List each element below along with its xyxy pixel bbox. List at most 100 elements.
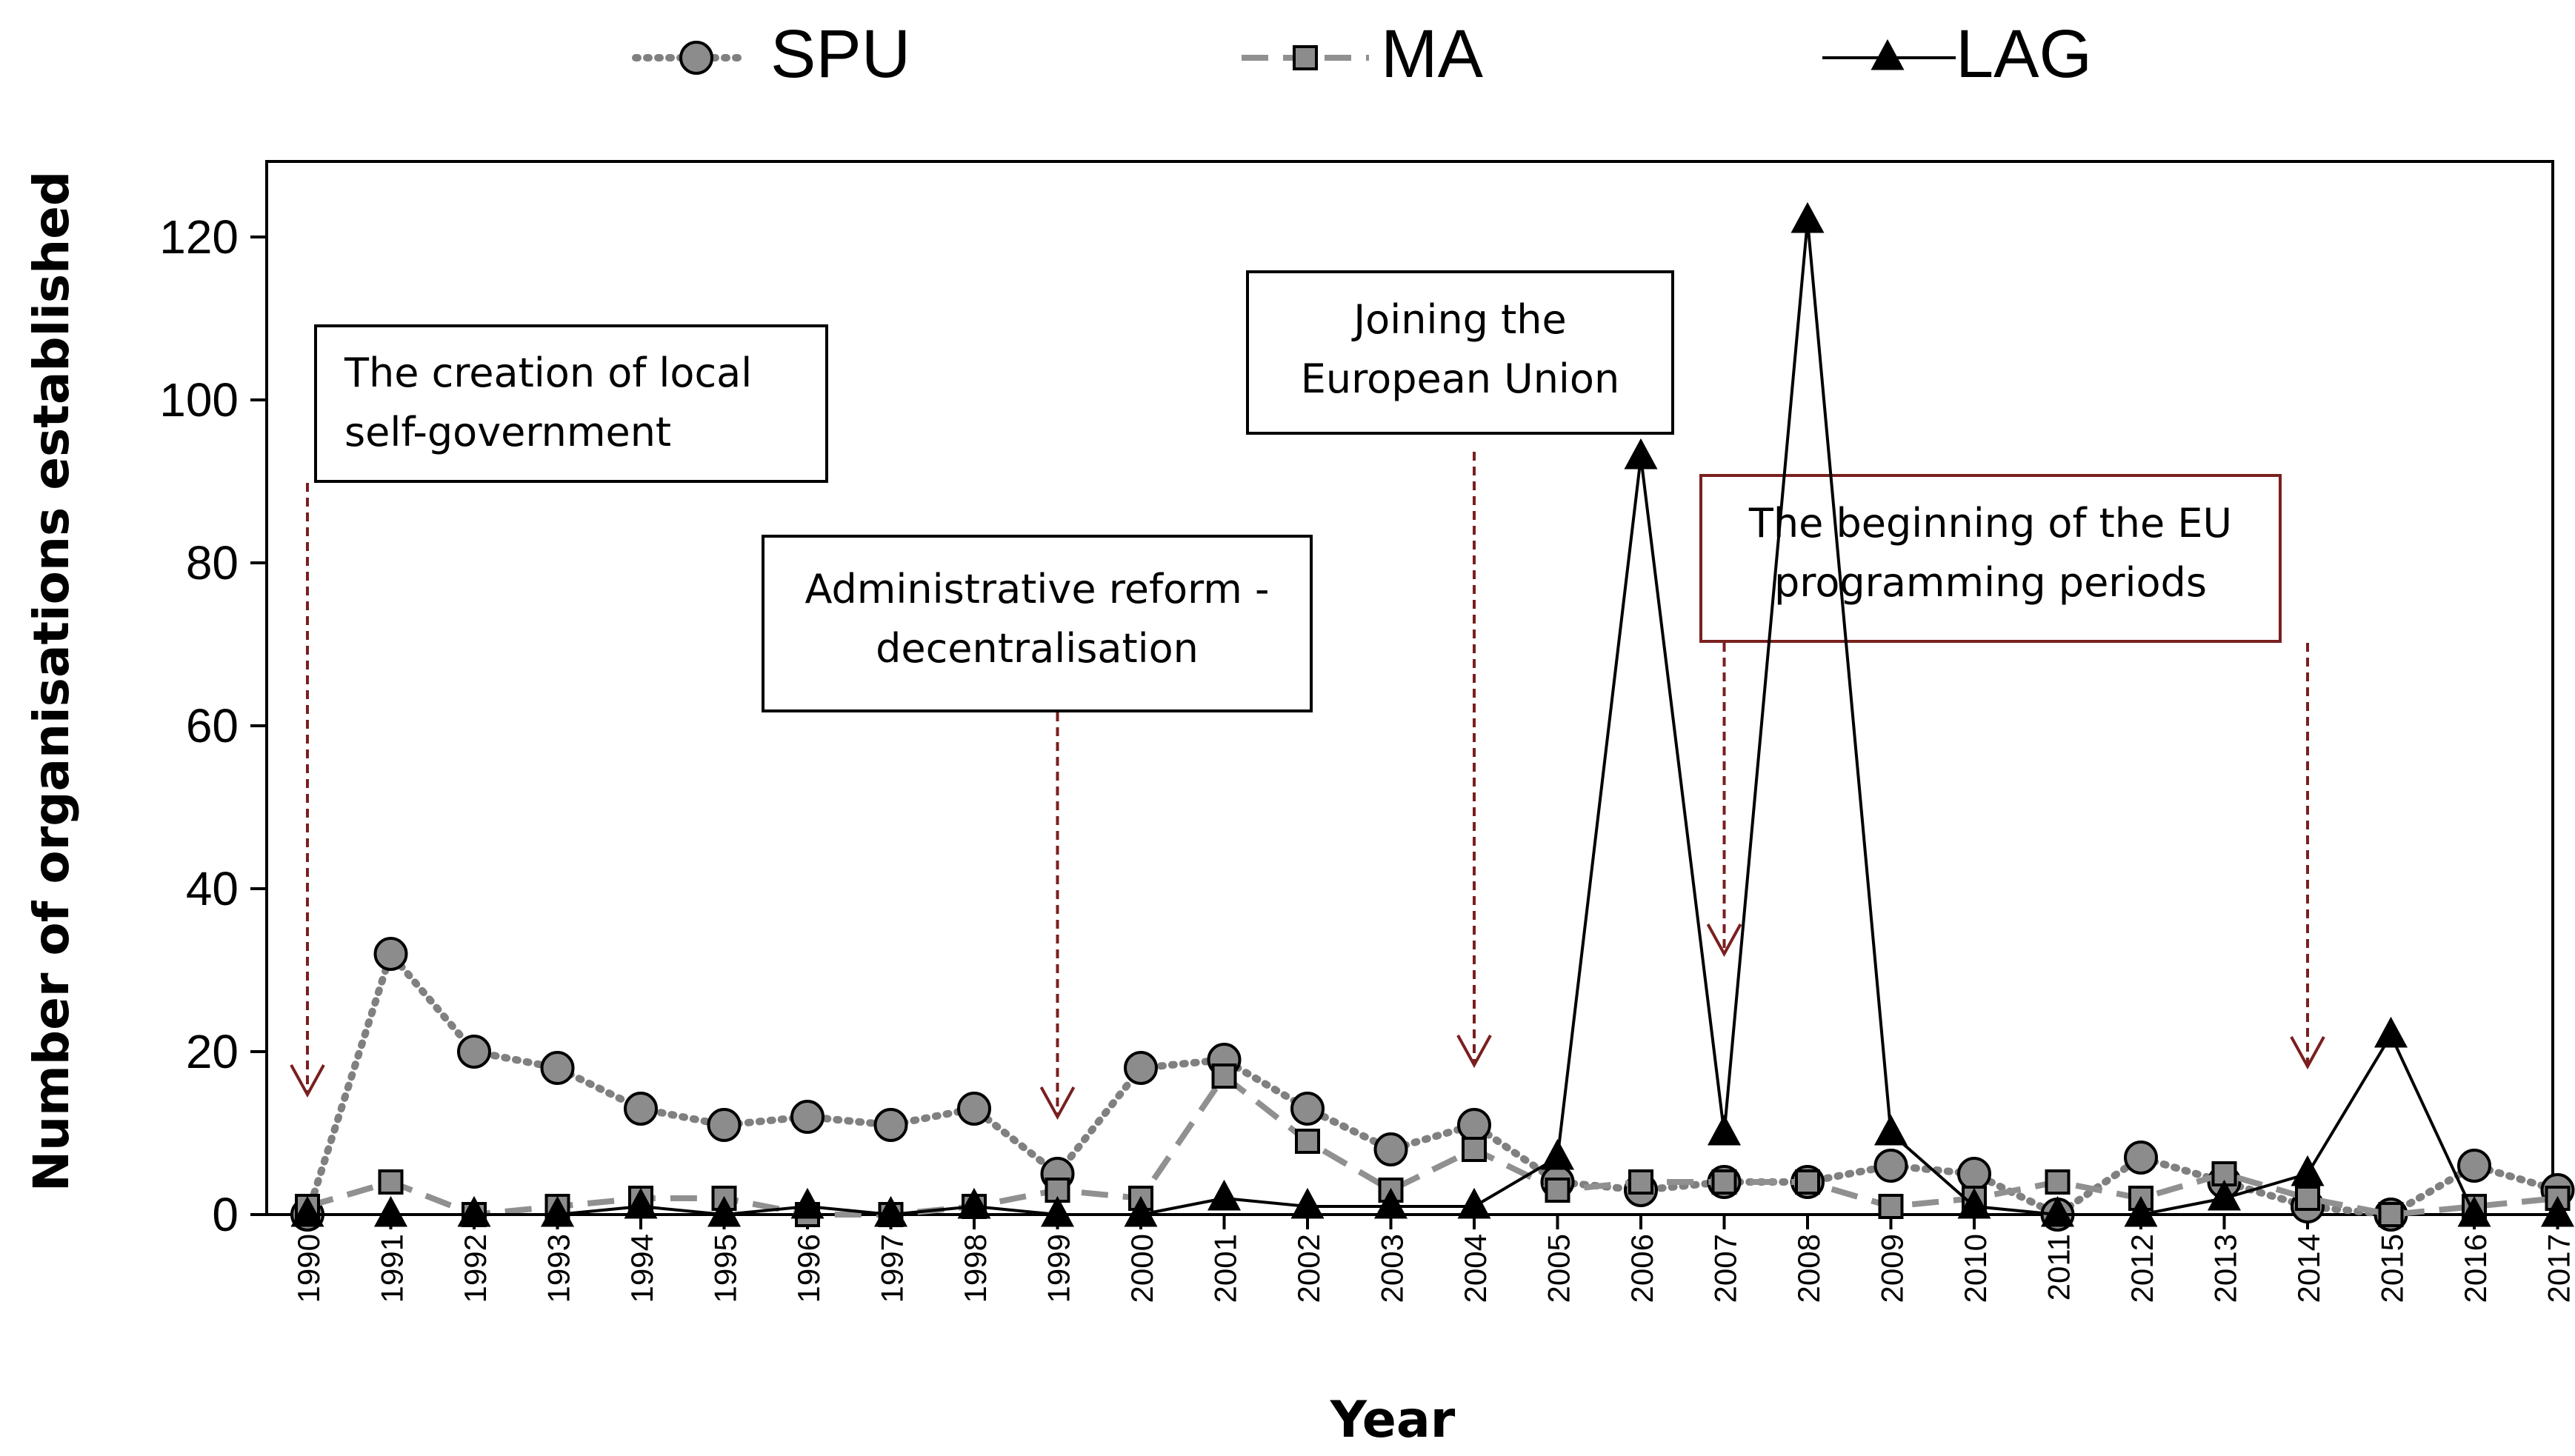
data-point-lag (957, 1187, 991, 1219)
axes: 0 20 40 60 80 100 120 1990 1991 1992 1993 1994 1995 1… (159, 210, 2575, 1303)
legend-label: SPU (770, 16, 910, 92)
data-point-lag (1790, 201, 1825, 233)
legend-label: MA (1381, 16, 1484, 92)
series-layer (290, 201, 2575, 1232)
data-point-lag (624, 1187, 658, 1219)
annotation-text: Administrative reform - (805, 566, 1269, 612)
x-tick-label: 1991 (375, 1234, 410, 1303)
data-point-lag (790, 1187, 825, 1219)
data-point-spu (373, 937, 408, 971)
x-tick-label: 1993 (542, 1234, 576, 1303)
x-tick-label: 2006 (1625, 1234, 1659, 1303)
data-point-lag (1457, 1187, 1491, 1219)
data-point-lag (2540, 1195, 2575, 1227)
data-point-lag (2374, 1016, 2408, 1048)
series-line-spu (304, 950, 2562, 1218)
x-tick-label: 2000 (1125, 1234, 1159, 1303)
x-tick-label: 2003 (1375, 1234, 1410, 1303)
y-tick-label: 40 (186, 862, 239, 915)
x-tick-label: 2011 (2042, 1234, 2076, 1300)
annotation-text: decentralisation (876, 625, 1199, 672)
data-point-lag (1040, 1195, 1075, 1227)
y-tick-label: 100 (159, 373, 239, 427)
annotation-arrowhead (1706, 924, 1742, 958)
data-point-lag (373, 1195, 408, 1227)
annotation-box-joining-eu (1246, 270, 1674, 435)
data-point-lag (2040, 1195, 2075, 1227)
x-tick-label: 2014 (2291, 1234, 2326, 1303)
x-tick-label: 1995 (708, 1234, 743, 1303)
data-point-spu (624, 1092, 658, 1126)
x-tick-label: 2016 (2458, 1234, 2493, 1303)
data-point-ma (1045, 1178, 1070, 1203)
annotation-text: The beginning of the EU (1748, 500, 2232, 547)
data-point-ma (2378, 1202, 2404, 1227)
data-point-ma (378, 1169, 404, 1195)
data-point-spu (790, 1100, 825, 1134)
annotation-box-administrative-reform (762, 535, 1313, 712)
data-point-lag (2207, 1179, 2242, 1211)
y-tick-label: 60 (186, 699, 239, 752)
series-line-lag (307, 219, 2558, 1216)
x-tick-label: 2008 (1791, 1234, 1826, 1303)
legend-item-lag: LAG (1822, 16, 2092, 92)
data-point-lag (2124, 1195, 2158, 1227)
annotation-box-eu-programming (1699, 474, 2282, 643)
x-tick-label: 2009 (1875, 1234, 1910, 1303)
data-point-lag (1873, 1114, 1908, 1146)
y-axis-title: Number of organisations established (23, 171, 80, 1192)
data-point-ma (1628, 1169, 1653, 1195)
annotation-arrowhead (1039, 1086, 1076, 1121)
data-point-ma (2295, 1186, 2320, 1211)
y-tick-label: 0 (212, 1188, 239, 1241)
data-point-spu (2124, 1141, 2158, 1175)
data-point-spu (1373, 1132, 1408, 1166)
x-tick-label: 1998 (958, 1234, 993, 1303)
data-point-lag (1124, 1195, 1158, 1227)
data-point-lag (1624, 438, 1658, 470)
legend-item-ma: MA (1242, 16, 1484, 92)
data-point-lag (1707, 1114, 1742, 1146)
data-point-lag (873, 1195, 908, 1227)
x-tick-label: 1996 (791, 1234, 826, 1303)
data-point-ma (1545, 1178, 1570, 1203)
x-tick-label: 1994 (624, 1234, 659, 1303)
x-tick-label: 1990 (291, 1234, 326, 1303)
x-axis-title: Year (1330, 1391, 1456, 1449)
data-point-spu (1957, 1157, 1991, 1191)
annotation-text: self-government (344, 409, 671, 455)
data-point-lag (1957, 1187, 1991, 1219)
x-tick-label: 1999 (1042, 1234, 1076, 1303)
data-point-spu (1873, 1149, 1908, 1183)
annotation-arrowhead (2290, 1036, 2325, 1070)
annotation-arrowhead (290, 1064, 325, 1098)
data-point-lag (1373, 1187, 1408, 1219)
series-line-ma (306, 1073, 2558, 1218)
x-tick-label: 2013 (2208, 1234, 2243, 1303)
data-point-spu (2457, 1149, 2491, 1183)
data-point-ma (1295, 1129, 1320, 1154)
data-point-spu (873, 1108, 908, 1142)
annotation-arrowhead (1456, 1035, 1492, 1069)
y-tick-label: 20 (186, 1025, 239, 1078)
annotations: The creation of local self-government Admi… (290, 270, 2325, 1121)
data-point-ma (1878, 1194, 1904, 1219)
legend: SPU MA LAG (632, 16, 2092, 92)
data-point-spu (957, 1092, 991, 1126)
x-tick-label: 2017 (2542, 1234, 2575, 1303)
x-tick-label: 2001 (1208, 1234, 1243, 1303)
data-point-lag (2457, 1195, 2491, 1227)
x-tick-label: 2002 (1291, 1234, 1326, 1303)
data-point-spu (707, 1108, 742, 1142)
legend-marker (679, 41, 713, 75)
data-point-ma (2045, 1169, 2071, 1195)
annotation-box-local-self-government (314, 324, 828, 483)
annotation-text: Joining the (1351, 296, 1566, 343)
legend-label: LAG (1956, 16, 2092, 92)
annotation-text: programming periods (1774, 559, 2207, 606)
annotation-text: The creation of local (344, 350, 752, 396)
data-point-spu (540, 1051, 575, 1085)
x-tick-label: 1997 (875, 1234, 910, 1303)
x-tick-label: 2004 (1458, 1234, 1493, 1303)
